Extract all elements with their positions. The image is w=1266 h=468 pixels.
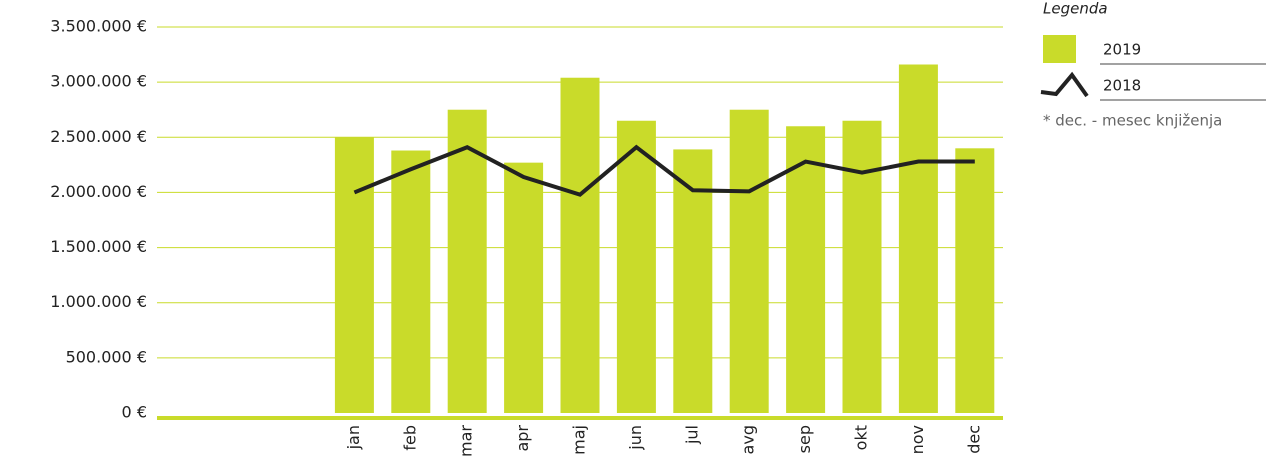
x-tick-label: feb (400, 425, 419, 451)
bar (955, 148, 995, 414)
y-tick-label: 1.000.000 € (50, 292, 147, 311)
legend-label: 2019 (1103, 41, 1141, 59)
y-tick-label: 2.000.000 € (50, 182, 147, 201)
legend-label: 2018 (1103, 77, 1141, 95)
x-tick-label: avg (739, 425, 758, 454)
x-tick-label: okt (852, 425, 871, 450)
y-tick-label: 0 € (122, 403, 147, 422)
x-tick-label: jan (344, 425, 363, 450)
x-tick-label: jul (682, 425, 701, 445)
y-tick-label: 500.000 € (66, 347, 147, 366)
x-tick-label: maj (570, 425, 589, 455)
legend-swatch (1040, 71, 1089, 98)
x-tick-label: sep (795, 425, 814, 453)
y-tick-label: 3.500.000 € (50, 17, 147, 36)
bar (334, 137, 374, 414)
bar (842, 120, 882, 413)
bar (616, 120, 656, 413)
bar (560, 77, 600, 413)
x-tick-label: mar (457, 425, 476, 457)
bar (673, 149, 713, 413)
legend-title: Legenda (1043, 0, 1108, 18)
y-tick-label: 1.500.000 € (50, 237, 147, 256)
y-tick-label: 3.000.000 € (50, 72, 147, 91)
x-tick-label: jun (626, 425, 645, 451)
note: * dec. - mesec knjiženja (1043, 112, 1222, 130)
bar (729, 109, 769, 413)
legend-swatch (1043, 35, 1076, 63)
legend: Legenda * dec. - mesec knjiženja 2019 201… (1040, 0, 1266, 130)
bar (391, 150, 431, 413)
bar (504, 162, 544, 413)
bar (447, 109, 487, 413)
x-tick-label: dec (964, 425, 983, 454)
line (353, 144, 975, 197)
x-tick-label: nov (908, 425, 927, 454)
bar (898, 64, 938, 414)
x-tick-label: apr (513, 425, 532, 452)
y-tick-label: 2.500.000 € (50, 127, 147, 146)
bar (786, 126, 826, 413)
